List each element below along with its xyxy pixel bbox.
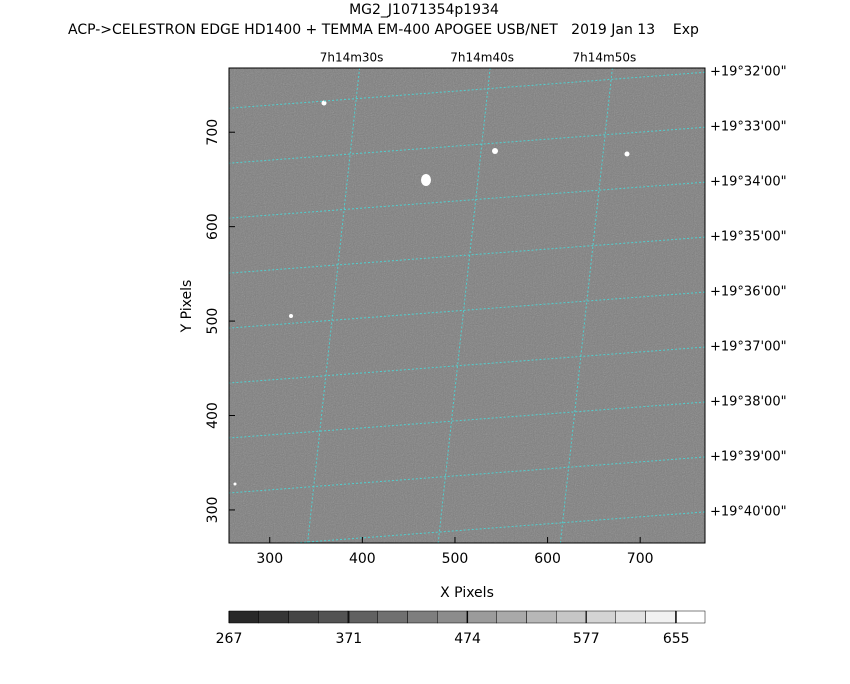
chart-subtitle: ACP->CELESTRON EDGE HD1400 + TEMMA EM-40… [68,22,699,38]
colorbar-segment [228,610,259,624]
colorbar-tick-label: 474 [454,631,481,647]
colorbar-segment [437,610,468,624]
ra-tick-label: 7h14m40s [450,51,514,65]
dec-grid-line [229,456,705,494]
dec-grid-line [287,511,705,543]
colorbar-segment [615,610,646,624]
colorbar-segment [288,610,319,624]
dec-grid-line [229,181,705,219]
colorbar-segment [377,610,408,624]
colorbar-segment [407,610,438,624]
x-tick-label: 600 [534,551,561,567]
y-tick-label: 500 [205,308,221,335]
colorbar-segment [645,610,676,624]
colorbar-segment [556,610,587,624]
y-axis-label: Y Pixels [179,280,195,334]
colorbar-segment [675,610,706,624]
colorbar-segment [526,610,557,624]
colorbar-segment [347,610,378,624]
colorbar-tick-label: 371 [335,631,362,647]
dec-tick-label: +19°35'00" [710,230,787,245]
dec-grid-line [229,291,705,329]
dec-tick-label: +19°32'00" [710,65,787,80]
x-axis-label: X Pixels [440,585,494,601]
ra-tick-label: 7h14m30s [320,51,384,65]
y-tick-label: 300 [205,497,221,524]
y-tick-label: 700 [205,119,221,146]
colorbar-segment [258,610,289,624]
dec-tick-label: +19°38'00" [710,395,787,410]
chart-title: MG2_J1071354p1934 [349,2,499,18]
x-tick-label: 300 [256,551,283,567]
colorbar-segment [496,610,527,624]
dec-grid-line [229,236,705,274]
x-tick-label: 500 [442,551,469,567]
dec-grid-line [229,401,705,439]
colorbar-tick-label: 655 [663,631,690,647]
dec-tick-label: +19°39'00" [710,449,787,464]
dec-tick-label: +19°34'00" [710,175,787,190]
colorbar-tick-label: 577 [573,631,600,647]
dec-tick-label: +19°37'00" [710,340,787,355]
dec-grid-line [229,126,705,164]
dec-grid-line [229,71,705,109]
colorbar-segment [318,610,349,624]
plot-frame [228,67,706,544]
dec-tick-label: +19°40'00" [710,504,787,519]
colorbar-segment [585,610,616,624]
x-tick-label: 400 [349,551,376,567]
y-tick-label: 400 [205,402,221,429]
y-tick-label: 600 [205,213,221,240]
dec-grid-line [229,346,705,384]
dec-tick-label: +19°36'00" [710,285,787,300]
colorbar-segment [466,610,497,624]
x-tick-label: 700 [627,551,654,567]
stars [233,100,630,486]
image [229,68,705,543]
ra-tick-label: 7h14m50s [573,51,637,65]
colorbar-tick-label: 267 [216,631,243,647]
dec-tick-label: +19°33'00" [710,120,787,135]
